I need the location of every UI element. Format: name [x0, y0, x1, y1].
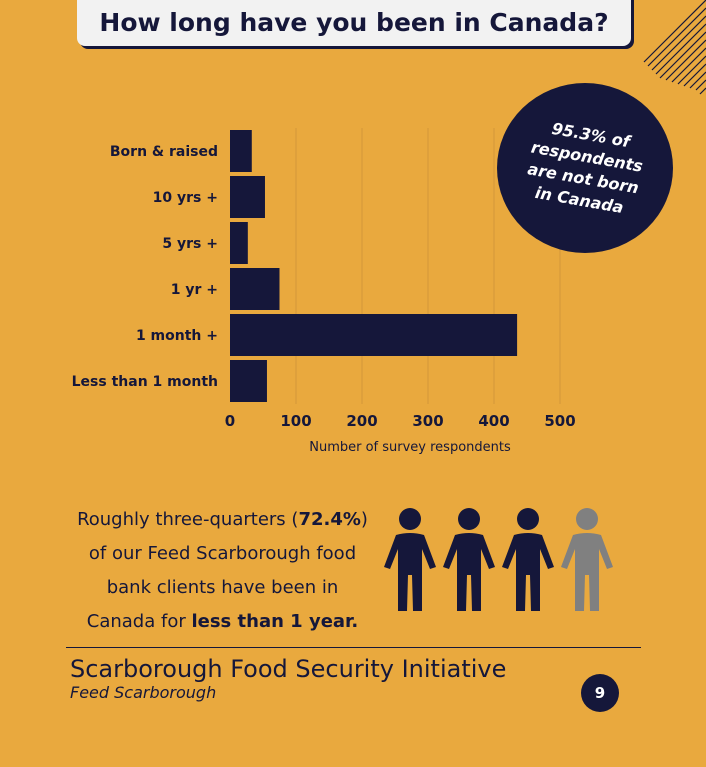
x-tick-label: 0 — [225, 412, 235, 430]
category-label: 10 yrs + — [153, 190, 218, 206]
stat-part2: ) of our Feed Scarborough food bank clie… — [86, 509, 368, 632]
stat-percent: 72.4% — [298, 509, 361, 530]
page-title: How long have you been in Canada? — [99, 7, 609, 37]
x-tick-label: 200 — [346, 412, 377, 430]
x-tick-label: 300 — [412, 412, 443, 430]
callout-circle: 95.3% of respondents are not born in Can… — [497, 83, 673, 253]
x-tick-label: 500 — [544, 412, 575, 430]
category-label: 1 month + — [136, 328, 218, 344]
person-icon — [502, 508, 554, 611]
person-icon — [443, 508, 495, 611]
org-subtitle: Feed Scarborough — [70, 683, 217, 702]
page-number: 9 — [581, 674, 619, 712]
bar — [230, 360, 267, 402]
category-label: 1 yr + — [171, 282, 218, 298]
bar — [230, 130, 252, 172]
org-name: Scarborough Food Security Initiative — [70, 655, 507, 683]
footer-divider — [66, 647, 641, 648]
person-icon — [384, 508, 436, 611]
category-label: Less than 1 month — [72, 374, 218, 390]
category-label: Born & raised — [110, 144, 218, 160]
callout-text: 95.3% of respondents are not born in Can… — [526, 118, 645, 218]
title-box: How long have you been in Canada? — [77, 0, 631, 46]
x-axis-title: Number of survey respondents — [309, 440, 511, 455]
stat-bold-end: less than 1 year — [191, 611, 352, 632]
stripes-decoration — [643, 0, 706, 95]
x-tick-label: 400 — [478, 412, 509, 430]
category-label: 5 yrs + — [162, 236, 218, 252]
bar — [230, 222, 248, 264]
bar — [230, 268, 280, 310]
bar — [230, 314, 518, 356]
stat-text: Roughly three-quarters (72.4%) of our Fe… — [70, 503, 375, 639]
x-tick-label: 100 — [280, 412, 311, 430]
bar-chart: Born & raised 10 yrs + 5 yrs + 1 yr + 1 mont… — [72, 128, 576, 455]
person-icon-gray — [561, 508, 613, 611]
stat-end: . — [351, 611, 359, 632]
bar — [230, 176, 265, 218]
stat-part1: Roughly three-quarters ( — [77, 509, 299, 530]
